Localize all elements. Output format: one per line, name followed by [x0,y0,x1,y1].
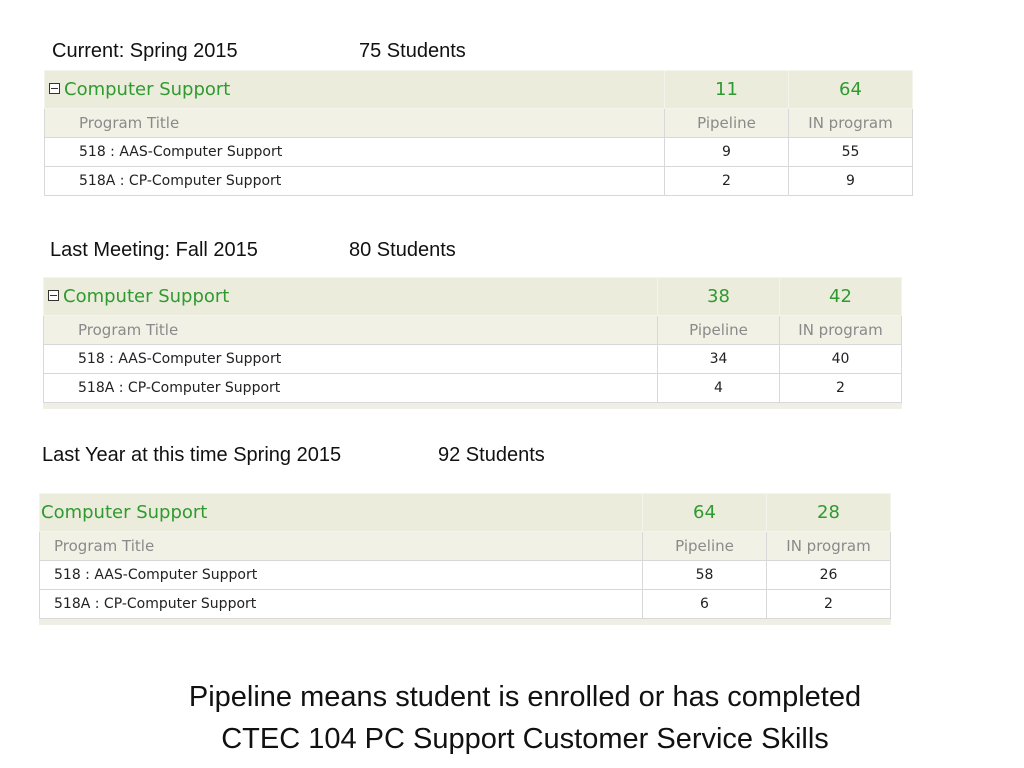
in-program-total: 64 [788,70,913,109]
enrollment-table: Computer Support 38 42 Program Title Pip… [43,277,902,409]
in-program-cell: 9 [788,166,913,196]
table-footer [39,618,891,625]
footnote-line-2: CTEC 104 PC Support Customer Service Ski… [221,723,829,755]
students-count: 80 Students [349,239,456,261]
in-program-total: 28 [766,493,891,532]
footnote: Pipeline means student is enrolled or ha… [0,676,1024,760]
in-program-cell: 40 [779,344,902,374]
group-title-cell: Computer Support [44,70,665,109]
in-program-cell: 2 [779,373,902,403]
program-cell: 518A : CP-Computer Support [44,166,665,196]
pipeline-cell: 4 [657,373,780,403]
in-program-cell: 55 [788,137,913,167]
table-row[interactable]: 518A : CP-Computer Support 6 2 [39,589,891,619]
group-row: Computer Support 11 64 [44,70,913,109]
in-program-total: 42 [779,277,902,316]
pipeline-cell: 58 [642,560,767,590]
header-row: Program Title Pipeline IN program [44,108,913,138]
pipeline-cell: 34 [657,344,780,374]
pipeline-cell: 6 [642,589,767,619]
students-count: 92 Students [438,444,545,466]
group-title-cell: Computer Support [43,277,658,316]
table-row[interactable]: 518 : AAS-Computer Support 34 40 [43,344,902,374]
enrollment-table: Computer Support 64 28 Program Title Pip… [39,493,891,625]
column-header-in-program[interactable]: IN program [779,315,902,345]
table-row[interactable]: 518A : CP-Computer Support 4 2 [43,373,902,403]
enrollment-table: Computer Support 11 64 Program Title Pip… [44,70,913,196]
pipeline-cell: 2 [664,166,789,196]
group-title: Computer Support [63,286,230,307]
program-cell: 518 : AAS-Computer Support [43,344,658,374]
table-row[interactable]: 518 : AAS-Computer Support 9 55 [44,137,913,167]
pipeline-total: 38 [657,277,780,316]
group-row: Computer Support 38 42 [43,277,902,316]
column-header-program-title[interactable]: Program Title [44,108,665,138]
group-row: Computer Support 64 28 [39,493,891,532]
footnote-line-1: Pipeline means student is enrolled or ha… [188,681,862,713]
period-label: Current: Spring 2015 [52,40,238,62]
header-row: Program Title Pipeline IN program [39,531,891,561]
header-row: Program Title Pipeline IN program [43,315,902,345]
period-label: Last Meeting: Fall 2015 [50,239,258,261]
collapse-toggle-icon[interactable] [49,82,60,94]
table-row[interactable]: 518 : AAS-Computer Support 58 26 [39,560,891,590]
program-cell: 518A : CP-Computer Support [43,373,658,403]
column-header-program-title[interactable]: Program Title [43,315,658,345]
group-title: Computer Support [64,79,231,100]
table-footer [43,402,902,409]
column-header-pipeline[interactable]: Pipeline [664,108,789,138]
in-program-cell: 2 [766,589,891,619]
collapse-toggle-icon[interactable] [48,289,59,301]
program-cell: 518 : AAS-Computer Support [39,560,643,590]
period-label: Last Year at this time Spring 2015 [42,444,342,466]
column-header-in-program[interactable]: IN program [788,108,913,138]
group-title: Computer Support [39,493,643,532]
in-program-cell: 26 [766,560,891,590]
column-header-program-title[interactable]: Program Title [39,531,643,561]
pipeline-total: 64 [642,493,767,532]
program-cell: 518 : AAS-Computer Support [44,137,665,167]
column-header-in-program[interactable]: IN program [766,531,891,561]
students-count: 75 Students [359,40,466,62]
table-row[interactable]: 518A : CP-Computer Support 2 9 [44,166,913,196]
pipeline-cell: 9 [664,137,789,167]
pipeline-total: 11 [664,70,789,109]
column-header-pipeline[interactable]: Pipeline [642,531,767,561]
column-header-pipeline[interactable]: Pipeline [657,315,780,345]
program-cell: 518A : CP-Computer Support [39,589,643,619]
